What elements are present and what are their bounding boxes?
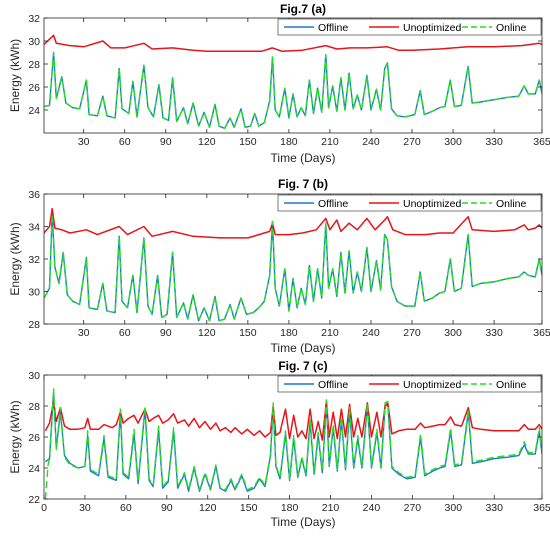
legend: Offline Unoptimized Online (277, 375, 542, 393)
y-axis-label: Energy (kWh) (8, 39, 22, 112)
x-tick-label: 240 (363, 502, 381, 514)
chart-panel-3: 0 30 60 90 120 150 180 210 240 270 300 330 365 22 24 26… (8, 359, 550, 529)
y-tick-label: 36 (28, 189, 40, 201)
legend-box (277, 375, 542, 393)
x-tick-label: 365 (533, 502, 550, 514)
legend-label-online: Online (496, 379, 527, 391)
x-tick-label: 300 (444, 136, 462, 148)
x-tick-label: 300 (445, 502, 463, 514)
x-tick-label: 180 (281, 502, 299, 514)
legend-box (277, 18, 542, 36)
x-tick-label: 365 (533, 327, 550, 339)
x-tick-label: 90 (161, 502, 173, 514)
x-axis-label: Time (Days) (271, 151, 336, 165)
y-tick-label: 34 (28, 222, 40, 234)
y-axis-label: Energy (kWh) (8, 222, 22, 295)
series-line-unoptimized (44, 207, 542, 239)
x-tick-label: 330 (485, 502, 503, 514)
x-tick-label: 60 (119, 327, 131, 339)
plot-frame (43, 193, 543, 325)
x-tick-label: 270 (403, 327, 421, 339)
y-tick-label: 28 (28, 401, 40, 413)
x-tick-label: 270 (403, 136, 421, 148)
y-axis-label: Energy (kWh) (8, 400, 22, 473)
legend-label-online: Online (496, 22, 527, 34)
y-tick-label: 32 (28, 13, 40, 25)
x-tick-label: 210 (322, 502, 340, 514)
series-line-unoptimized (44, 34, 542, 53)
x-tick-label: 120 (198, 327, 216, 339)
chart-panel-1: 30 60 90 120 150 180 210 240 270 300 330 365 24 26 28 3… (8, 2, 550, 165)
legend-label-unoptimized: Unoptimized (403, 379, 462, 391)
series-line-online (44, 388, 542, 499)
x-tick-label: 60 (119, 136, 131, 148)
x-tick-label: 150 (240, 502, 258, 514)
x-tick-label: 150 (239, 327, 257, 339)
y-tick-label: 30 (28, 287, 40, 299)
x-tick-label: 180 (280, 136, 298, 148)
legend-label-offline: Offline (318, 22, 348, 34)
x-tick-label: 90 (160, 327, 172, 339)
legend: Offline Unoptimized Online (277, 18, 542, 36)
x-tick-label: 0 (41, 502, 47, 514)
series-line-online (44, 212, 542, 322)
x-tick-label: 330 (485, 327, 503, 339)
legend: Offline Unoptimized Online (277, 194, 542, 212)
legend-label-offline: Offline (318, 198, 348, 210)
x-tick-label: 60 (120, 502, 132, 514)
x-tick-label: 30 (78, 136, 90, 148)
chart-title: Fig. 7 (b) (278, 177, 328, 191)
x-tick-label: 120 (199, 502, 217, 514)
x-axis-label: Time (Days) (271, 515, 336, 529)
x-tick-label: 300 (444, 327, 462, 339)
y-tick-label: 22 (28, 494, 40, 506)
series-line-offline (44, 51, 542, 130)
legend-box (277, 194, 542, 212)
x-tick-label: 30 (79, 502, 91, 514)
x-tick-label: 210 (321, 136, 339, 148)
y-tick-label: 24 (28, 463, 40, 475)
x-tick-label: 240 (362, 136, 380, 148)
x-tick-label: 330 (485, 136, 503, 148)
y-tick-label: 30 (28, 36, 40, 48)
y-tick-label: 26 (28, 432, 40, 444)
y-tick-label: 28 (28, 59, 40, 71)
y-tick-label: 28 (28, 319, 40, 331)
series-line-offline (44, 212, 542, 322)
chart-title: Fig. 7 (c) (278, 359, 327, 373)
x-tick-label: 90 (160, 136, 172, 148)
series-line-unoptimized (44, 400, 542, 441)
legend-label-unoptimized: Unoptimized (403, 198, 462, 210)
plot-frame (43, 17, 543, 134)
x-tick-label: 210 (321, 327, 339, 339)
x-tick-label: 365 (533, 136, 550, 148)
legend-label-offline: Offline (318, 379, 348, 391)
x-tick-label: 150 (239, 136, 257, 148)
x-axis-label: Time (Days) (271, 341, 336, 355)
legend-label-online: Online (496, 198, 527, 210)
y-tick-label: 24 (28, 105, 40, 117)
chart-panel-2: 30 60 90 120 150 180 210 240 270 300 330 365 28 30 32 3… (8, 177, 550, 355)
legend-label-unoptimized: Unoptimized (403, 22, 462, 34)
x-tick-label: 240 (362, 327, 380, 339)
y-tick-label: 26 (28, 82, 40, 94)
series-line-online (44, 51, 542, 130)
y-tick-label: 30 (28, 370, 40, 382)
chart-title: Fig.7 (a) (280, 2, 326, 16)
x-tick-label: 270 (404, 502, 422, 514)
x-tick-label: 30 (78, 327, 90, 339)
x-tick-label: 120 (198, 136, 216, 148)
y-tick-label: 32 (28, 254, 40, 266)
x-tick-label: 180 (280, 327, 298, 339)
